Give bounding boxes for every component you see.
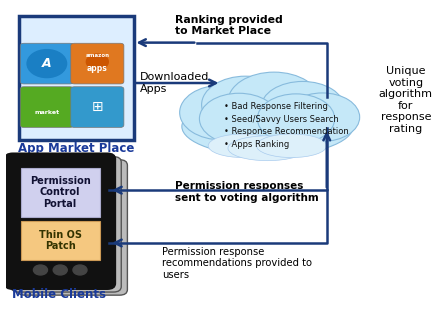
- Circle shape: [87, 54, 108, 70]
- Circle shape: [27, 50, 66, 78]
- Text: App Market Place: App Market Place: [18, 142, 135, 155]
- Text: A: A: [42, 57, 52, 70]
- Ellipse shape: [208, 134, 278, 158]
- Ellipse shape: [228, 72, 320, 131]
- Text: Downloaded
Apps: Downloaded Apps: [140, 72, 210, 94]
- Text: Permission response
recommendations provided to
users: Permission response recommendations prov…: [162, 246, 312, 280]
- Text: ⊞: ⊞: [91, 100, 103, 114]
- FancyBboxPatch shape: [21, 221, 100, 260]
- Text: Permission responses
sent to voting algorithm: Permission responses sent to voting algo…: [175, 181, 319, 202]
- Ellipse shape: [257, 94, 334, 144]
- Text: • Seed/Savvy Users Search: • Seed/Savvy Users Search: [223, 115, 339, 124]
- FancyBboxPatch shape: [71, 87, 124, 127]
- Text: apps: apps: [87, 65, 107, 73]
- Ellipse shape: [180, 85, 263, 140]
- Text: amazon: amazon: [85, 53, 109, 58]
- Text: market: market: [34, 110, 59, 115]
- Ellipse shape: [202, 76, 289, 133]
- Ellipse shape: [256, 134, 327, 158]
- FancyBboxPatch shape: [20, 87, 74, 127]
- Text: Permission
Control
Portal: Permission Control Portal: [30, 176, 91, 209]
- FancyBboxPatch shape: [11, 157, 121, 292]
- Text: Ranking provided
to Market Place: Ranking provided to Market Place: [175, 15, 283, 36]
- FancyBboxPatch shape: [5, 154, 115, 289]
- Circle shape: [33, 265, 47, 275]
- Circle shape: [53, 265, 67, 275]
- Circle shape: [73, 265, 87, 275]
- Text: • Response Recommendation: • Response Recommendation: [223, 127, 348, 136]
- FancyBboxPatch shape: [20, 43, 74, 84]
- Text: Thin OS
Patch: Thin OS Patch: [39, 230, 82, 251]
- Text: • Apps Ranking: • Apps Ranking: [223, 140, 289, 149]
- Text: Mobile Clients: Mobile Clients: [12, 288, 106, 301]
- Text: • Bad Response Filtering: • Bad Response Filtering: [223, 102, 327, 111]
- Ellipse shape: [228, 136, 307, 161]
- FancyBboxPatch shape: [19, 16, 133, 140]
- Text: Unique
voting
algorithm
for
response
rating: Unique voting algorithm for response rat…: [379, 66, 433, 134]
- FancyBboxPatch shape: [17, 160, 128, 295]
- FancyBboxPatch shape: [21, 168, 100, 217]
- Ellipse shape: [261, 81, 344, 134]
- Ellipse shape: [199, 93, 278, 144]
- Ellipse shape: [182, 97, 353, 156]
- FancyBboxPatch shape: [71, 43, 124, 84]
- Ellipse shape: [285, 93, 359, 141]
